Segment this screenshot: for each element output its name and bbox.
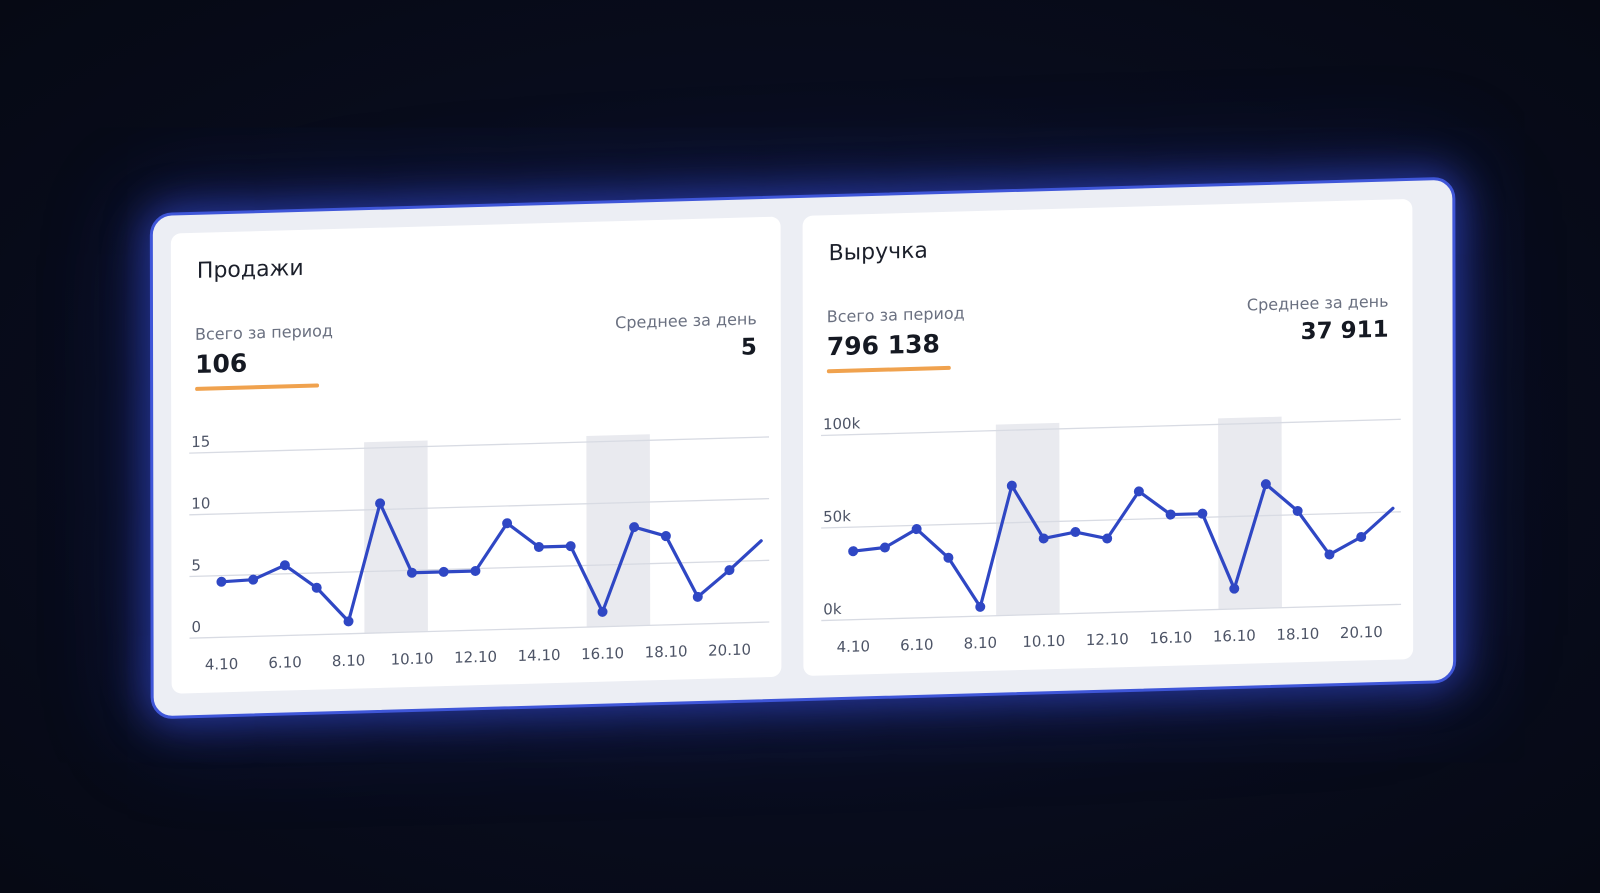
data-point: [1038, 533, 1049, 544]
card-title: Выручка: [828, 238, 928, 267]
data-point: [1102, 533, 1113, 544]
data-point: [343, 616, 354, 627]
data-point: [975, 601, 986, 612]
data-point: [660, 531, 671, 542]
data-point: [692, 591, 703, 602]
x-tick-label: 8.10: [332, 651, 365, 670]
avg-value: 5: [740, 334, 757, 361]
data-point: [311, 582, 322, 593]
gridline: [820, 418, 1401, 437]
data-point: [629, 522, 640, 533]
data-point: [1229, 583, 1240, 594]
data-point: [502, 518, 513, 529]
data-point: [724, 565, 735, 576]
revenue-chart: 0k 50k 100k 4.10 6.10 8.10 10.10 12.10 16.10 16.1…: [803, 379, 1413, 666]
sales-chart: 0 5 10 15 4.10 6.10 8.10 10.10 12.10 14.10 16.10 18…: [171, 397, 781, 684]
y-tick-label: 0: [192, 618, 202, 636]
data-point: [597, 606, 608, 617]
total-underline: [195, 383, 320, 391]
data-point: [1260, 479, 1271, 490]
data-point: [1133, 486, 1144, 497]
revenue-card: Выручка Всего за период 796 138 Среднее …: [802, 198, 1414, 677]
y-tick-label: 100k: [823, 414, 861, 433]
data-point: [911, 524, 922, 535]
data-point: [879, 542, 890, 553]
data-point: [438, 566, 449, 577]
card-title: Продажи: [196, 255, 304, 284]
data-point: [470, 565, 481, 576]
total-label: Всего за период: [194, 321, 333, 344]
data-point: [248, 574, 259, 585]
x-tick-label: 20.10: [1340, 623, 1383, 642]
data-point: [533, 542, 544, 553]
x-tick-label: 16.10: [581, 644, 624, 663]
weekend-band: [586, 434, 651, 628]
chart-svg: 0 5 10 15 4.10 6.10 8.10 10.10 12.10 14.10 16.10 18…: [189, 433, 770, 674]
x-tick-label: 18.10: [1276, 625, 1319, 644]
y-tick-label: 15: [191, 433, 210, 452]
data-point: [279, 560, 290, 571]
data-point: [375, 498, 386, 509]
total-underline: [826, 365, 951, 374]
sales-card: Продажи Всего за период 106 Среднее за д…: [170, 216, 782, 694]
avg-label: Среднее за день: [1246, 291, 1389, 315]
data-point: [848, 546, 859, 557]
x-tick-label: 16.10: [1149, 628, 1192, 647]
dashboard-frame: Продажи Всего за период 106 Среднее за д…: [149, 176, 1457, 720]
avg-label: Среднее за день: [615, 309, 757, 333]
total-value: 106: [195, 348, 248, 379]
x-tick-label: 6.10: [900, 635, 933, 654]
gridline: [189, 497, 770, 516]
data-point: [1070, 527, 1081, 538]
series-line: [219, 501, 763, 624]
total-value: 796 138: [826, 329, 940, 362]
x-tick-label: 4.10: [837, 637, 870, 656]
data-point: [1197, 508, 1208, 519]
data-point: [1356, 531, 1367, 543]
x-tick-label: 12.10: [454, 648, 497, 667]
x-tick-label: 12.10: [1086, 630, 1129, 649]
x-tick-label: 20.10: [708, 641, 751, 660]
x-tick-label: 8.10: [964, 634, 997, 653]
data-point: [1006, 480, 1017, 491]
x-tick-label: 10.10: [391, 649, 434, 668]
data-point: [565, 541, 576, 552]
data-point: [1292, 506, 1303, 517]
gridline: [189, 621, 770, 639]
weekend-band: [995, 422, 1060, 616]
total-label: Всего за период: [826, 303, 965, 327]
avg-value: 37 911: [1300, 316, 1389, 346]
data-point: [1165, 509, 1176, 520]
x-tick-label: 6.10: [268, 653, 301, 672]
y-tick-label: 5: [191, 556, 201, 574]
weekend-band: [1218, 416, 1282, 610]
gridline: [821, 511, 1401, 529]
y-tick-label: 0k: [823, 600, 842, 619]
data-point: [943, 552, 954, 563]
y-tick-label: 50k: [823, 507, 851, 526]
y-tick-label: 10: [191, 494, 210, 513]
chart-svg: 0k 50k 100k 4.10 6.10 8.10 10.10 12.10 16.10 16.1…: [820, 414, 1402, 656]
x-tick-label: 16.10: [1213, 626, 1256, 645]
gridline: [189, 436, 769, 454]
data-point: [406, 567, 417, 578]
gridline: [821, 603, 1402, 622]
series-line: [851, 482, 1395, 609]
data-point: [216, 576, 227, 587]
x-tick-label: 4.10: [205, 655, 238, 674]
x-tick-label: 18.10: [645, 642, 688, 661]
x-tick-label: 14.10: [518, 646, 561, 665]
data-point: [1324, 549, 1335, 560]
x-tick-label: 10.10: [1022, 632, 1065, 651]
